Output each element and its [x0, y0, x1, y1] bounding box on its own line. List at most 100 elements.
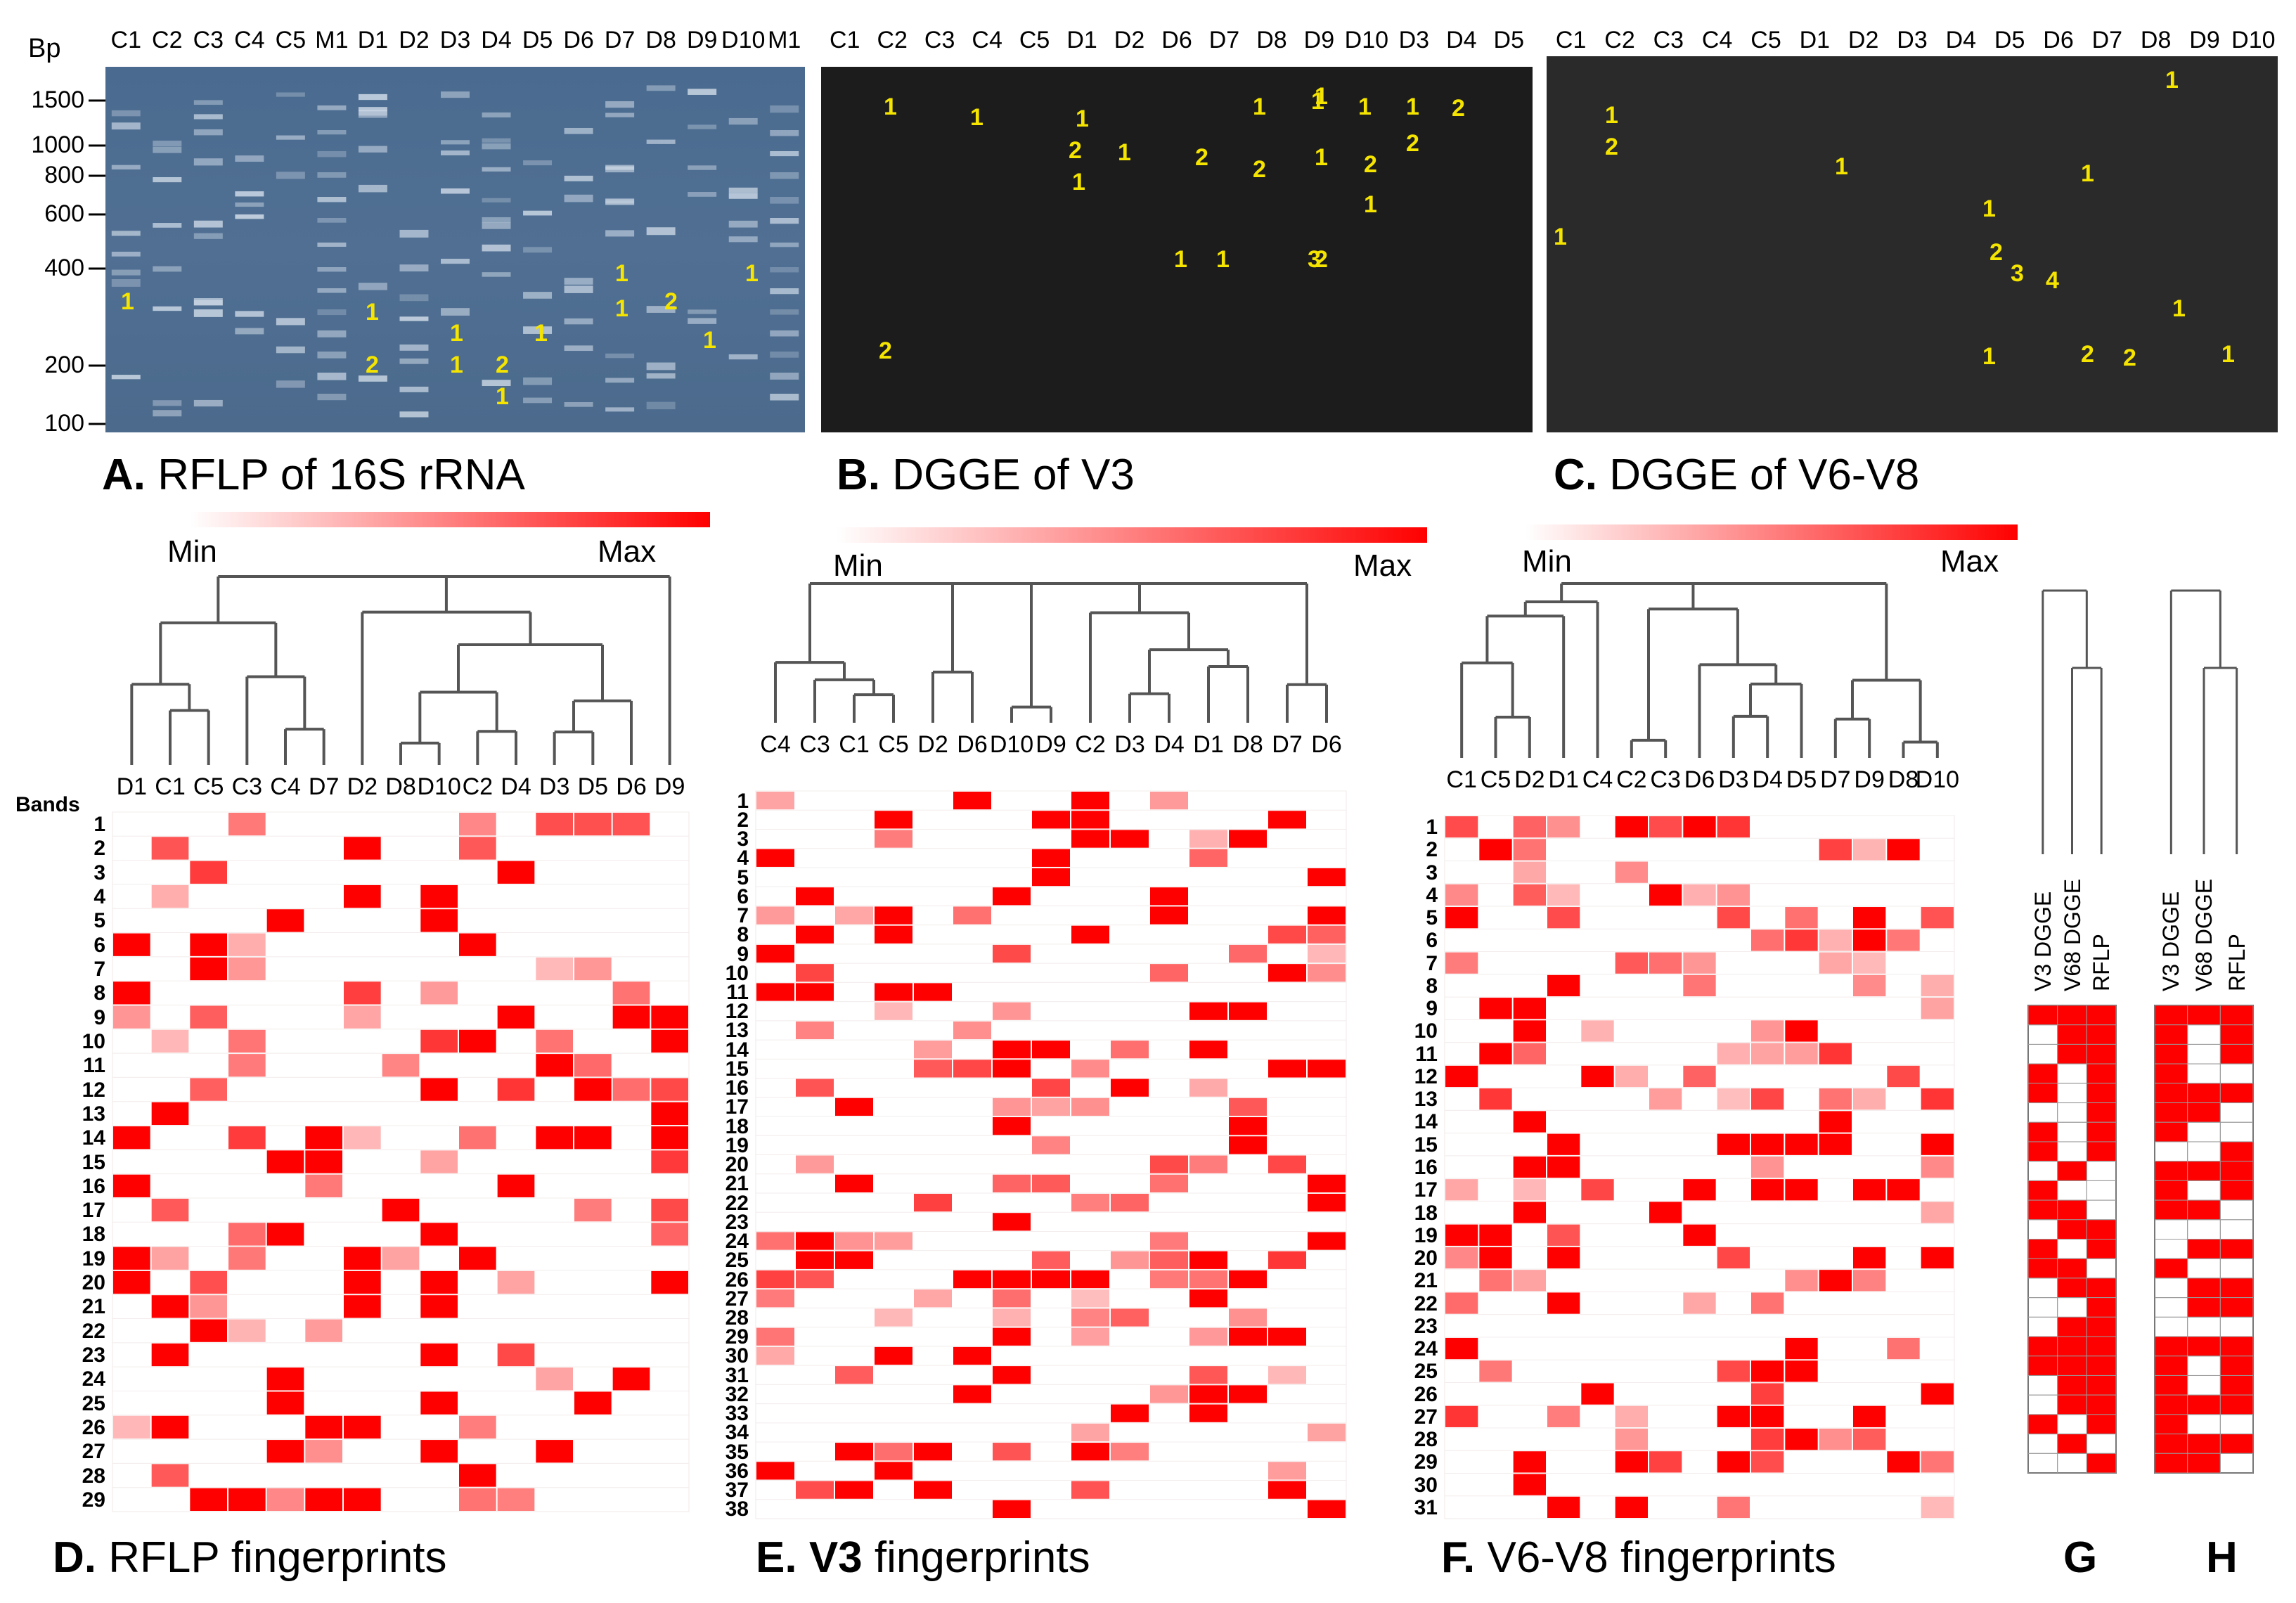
- heatmap-cell: [1071, 792, 1109, 810]
- binary-cell: [2057, 1024, 2087, 1045]
- band-marker-c: 1: [1982, 195, 1996, 222]
- heatmap-cell: [574, 1198, 612, 1222]
- heatmap-cell: [536, 1126, 573, 1150]
- heatmap-column-label: D6: [1311, 731, 1342, 758]
- heatmap-cell: [612, 1005, 650, 1029]
- caption-b: B. DGGE of V3: [837, 451, 1135, 499]
- heatmap-column-label: D6: [957, 731, 988, 758]
- band-marker-b: 2: [1315, 246, 1328, 273]
- heatmap-cell: [305, 1174, 342, 1197]
- band-row-number: 38: [725, 1498, 749, 1521]
- heatmap-cell: [344, 981, 381, 1005]
- heatmap-cell: [420, 1270, 458, 1294]
- gel-band: [193, 298, 223, 306]
- heatmap-column-label: D9: [1036, 731, 1066, 758]
- heatmap-cell: [756, 906, 794, 925]
- heatmap-cell: [344, 1415, 381, 1439]
- gel-band: [317, 243, 347, 247]
- heatmap-cell: [914, 1289, 952, 1308]
- gel-panel-c: [1547, 56, 2278, 432]
- binary-column-label: V3 DGGE: [2030, 891, 2056, 991]
- binary-cell: [2220, 1141, 2253, 1161]
- heatmap-cell: [1819, 952, 1852, 974]
- caption-f: F. V6-V8 fingerprints: [1441, 1533, 1836, 1582]
- heatmap-cell: [151, 1029, 189, 1053]
- heatmap-cell: [1751, 1043, 1784, 1064]
- bands-title: Bands: [15, 793, 80, 816]
- heatmap-cell: [1785, 907, 1818, 929]
- lane-label-a: D4: [481, 27, 512, 53]
- heatmap-cell: [228, 1223, 266, 1246]
- binary-cell: [2057, 1356, 2087, 1376]
- heatmap-cell: [1751, 1292, 1784, 1314]
- heatmap-column-label: D8: [1888, 766, 1919, 793]
- binary-cell: [2155, 1414, 2188, 1434]
- binary-cell: [2187, 1005, 2221, 1025]
- caption-e: E. V3 fingerprints: [756, 1533, 1090, 1582]
- gel-band: [646, 401, 676, 410]
- band-row-number: 14: [725, 1038, 749, 1062]
- gel-band: [770, 130, 799, 136]
- heatmap-cell: [459, 1464, 496, 1487]
- heatmap-cell: [1887, 1451, 1920, 1473]
- binary-cell: [2155, 1005, 2188, 1025]
- heatmap-cell: [953, 906, 991, 925]
- heatmap-cell: [1308, 944, 1346, 963]
- heatmap-column-label: D2: [1514, 766, 1545, 793]
- band-row-number: 24: [725, 1230, 749, 1254]
- heatmap-cell: [1547, 816, 1580, 838]
- band-row-number: 21: [1414, 1269, 1438, 1293]
- band-row-number: 13: [82, 1102, 105, 1126]
- heatmap-cell: [305, 1319, 342, 1342]
- heatmap-cell: [796, 1079, 834, 1097]
- heatmap-cell: [1751, 1451, 1784, 1473]
- heatmap-cell: [1032, 868, 1070, 887]
- binary-cell: [2087, 1277, 2116, 1298]
- heatmap-cell: [756, 1346, 794, 1365]
- binary-cell: [2220, 1337, 2253, 1356]
- scale-max-f: Max: [1940, 544, 1999, 579]
- heatmap-column-label: D9: [654, 773, 685, 800]
- heatmap-cell: [1615, 1405, 1648, 1427]
- lane-label-b: C2: [877, 27, 908, 53]
- heatmap-cell: [1032, 1041, 1070, 1059]
- heatmap-cell: [1308, 925, 1346, 944]
- lane-label-b: D1: [1066, 27, 1097, 53]
- binary-column-label: V68 DGGE: [2059, 878, 2085, 991]
- heatmap-cell: [420, 1029, 458, 1053]
- heatmap-cell: [305, 1126, 342, 1150]
- heatmap-cell: [1308, 868, 1346, 887]
- heatmap-cell: [835, 1481, 873, 1499]
- gel-band: [235, 191, 264, 197]
- heatmap-cell: [1189, 1002, 1227, 1020]
- heatmap-cell: [1111, 1193, 1149, 1212]
- band-row-number: 18: [725, 1114, 749, 1138]
- binary-cell: [2220, 1356, 2253, 1376]
- gel-band: [276, 135, 305, 140]
- heatmap-cell: [1751, 1156, 1784, 1178]
- heatmap-cell: [305, 1415, 342, 1439]
- heatmap-column-label: D7: [1820, 766, 1851, 793]
- band-row-number: 26: [82, 1415, 105, 1439]
- lane-label-c: D9: [2189, 27, 2220, 53]
- heatmap-cell: [266, 1367, 304, 1391]
- band-row-number: 2: [1426, 838, 1438, 862]
- gel-band: [688, 318, 717, 324]
- band-marker-b: 1: [1076, 105, 1089, 132]
- gel-band: [605, 199, 635, 205]
- heatmap-cell: [151, 1295, 189, 1318]
- heatmap-cell: [1268, 925, 1306, 944]
- lane-label-a: C3: [193, 27, 224, 53]
- lane-label-c: C2: [1604, 27, 1635, 53]
- heatmap-cell: [796, 1021, 834, 1040]
- band-marker-a: 2: [664, 288, 678, 315]
- band-marker-c: 1: [1982, 343, 1996, 370]
- binary-cell: [2220, 1239, 2253, 1259]
- heatmap-column-label: D10: [417, 773, 461, 800]
- band-marker-a: 1: [615, 260, 628, 287]
- heatmap-cell: [1887, 839, 1920, 861]
- heatmap-cell: [1513, 998, 1546, 1019]
- band-row-number: 29: [82, 1488, 105, 1512]
- heatmap-cell: [1189, 1366, 1227, 1384]
- heatmap-cell: [1649, 1451, 1682, 1473]
